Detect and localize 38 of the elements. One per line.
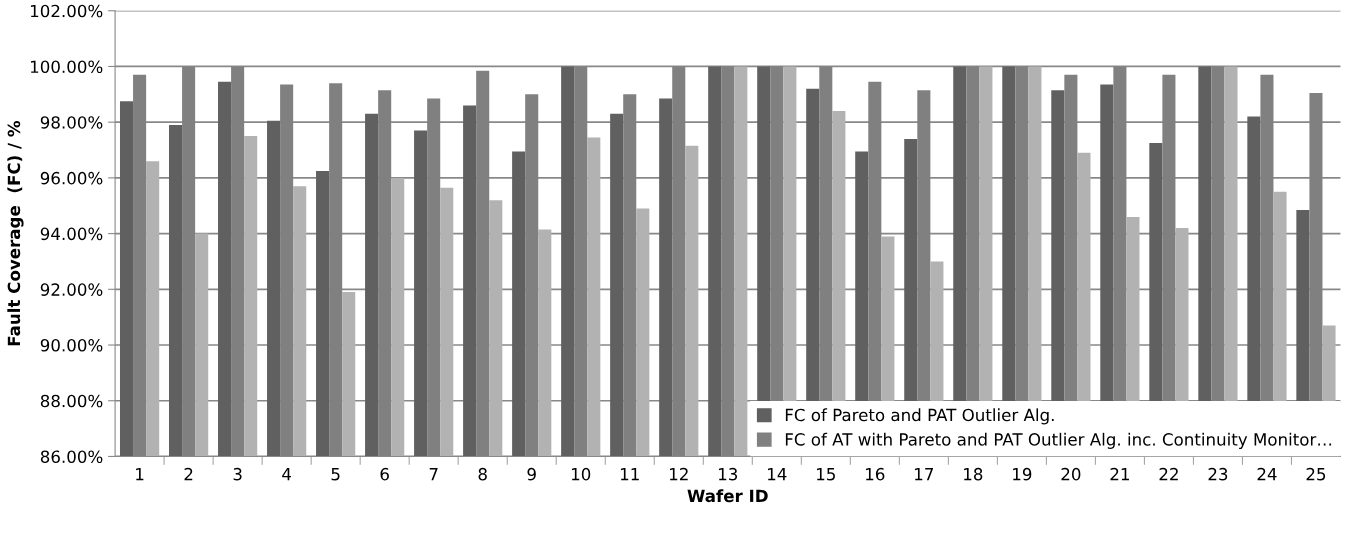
x-tick-label: 12: [669, 467, 688, 481]
x-tick-label: 4: [282, 468, 292, 481]
y-tick-label: 94.00%: [40, 227, 103, 241]
x-tick-label: 10: [571, 467, 591, 481]
legend-label: FC of Pareto and PAT Outlier Alg.: [785, 408, 1054, 425]
x-tick-label: 3: [233, 467, 242, 481]
x-tick-label: 2: [184, 467, 193, 481]
x-tick-label: 8: [478, 467, 487, 481]
x-tick-label: 18: [964, 467, 983, 481]
x-tick-label: 22: [1159, 467, 1178, 481]
x-tick-label: 19: [1013, 467, 1032, 481]
x-tick-label: 13: [719, 467, 738, 481]
x-tick-label: 17: [915, 468, 934, 481]
y-tick-label: 100.00%: [30, 60, 103, 74]
x-tick-label: 5: [331, 468, 340, 481]
x-tick-label: 16: [866, 467, 885, 481]
x-tick-label: 6: [380, 467, 389, 481]
x-tick-label: 9: [527, 467, 536, 481]
y-tick-label: 92.00%: [40, 283, 103, 296]
y-tick-label: 90.00%: [40, 338, 103, 352]
x-tick-label: 23: [1208, 467, 1228, 481]
y-tick-label: 88.00%: [40, 394, 103, 408]
x-axis-title: Wafer ID: [687, 489, 768, 503]
x-tick-label: 7: [429, 468, 438, 481]
y-axis-title: Fault Coverage (FC) / %: [7, 120, 24, 346]
x-tick-label: 11: [620, 468, 639, 481]
x-tick-label: 24: [1257, 467, 1277, 481]
y-tick-label: 102.00%: [30, 4, 103, 18]
x-tick-label: 20: [1061, 467, 1081, 481]
y-tick-label: 98.00%: [40, 116, 103, 129]
legend-label: FC of AT with Pareto and PAT Outlier Alg. inc. Continuity Monitor…: [785, 432, 1332, 449]
x-tick-label: 25: [1306, 467, 1326, 481]
y-tick-label: 96.00%: [40, 171, 103, 185]
x-tick-label: 15: [817, 468, 835, 481]
y-tick-label: 86.00%: [40, 450, 103, 464]
x-tick-label: 1: [136, 468, 144, 481]
x-tick-label: 14: [768, 468, 787, 481]
x-tick-label: 21: [1110, 467, 1129, 481]
